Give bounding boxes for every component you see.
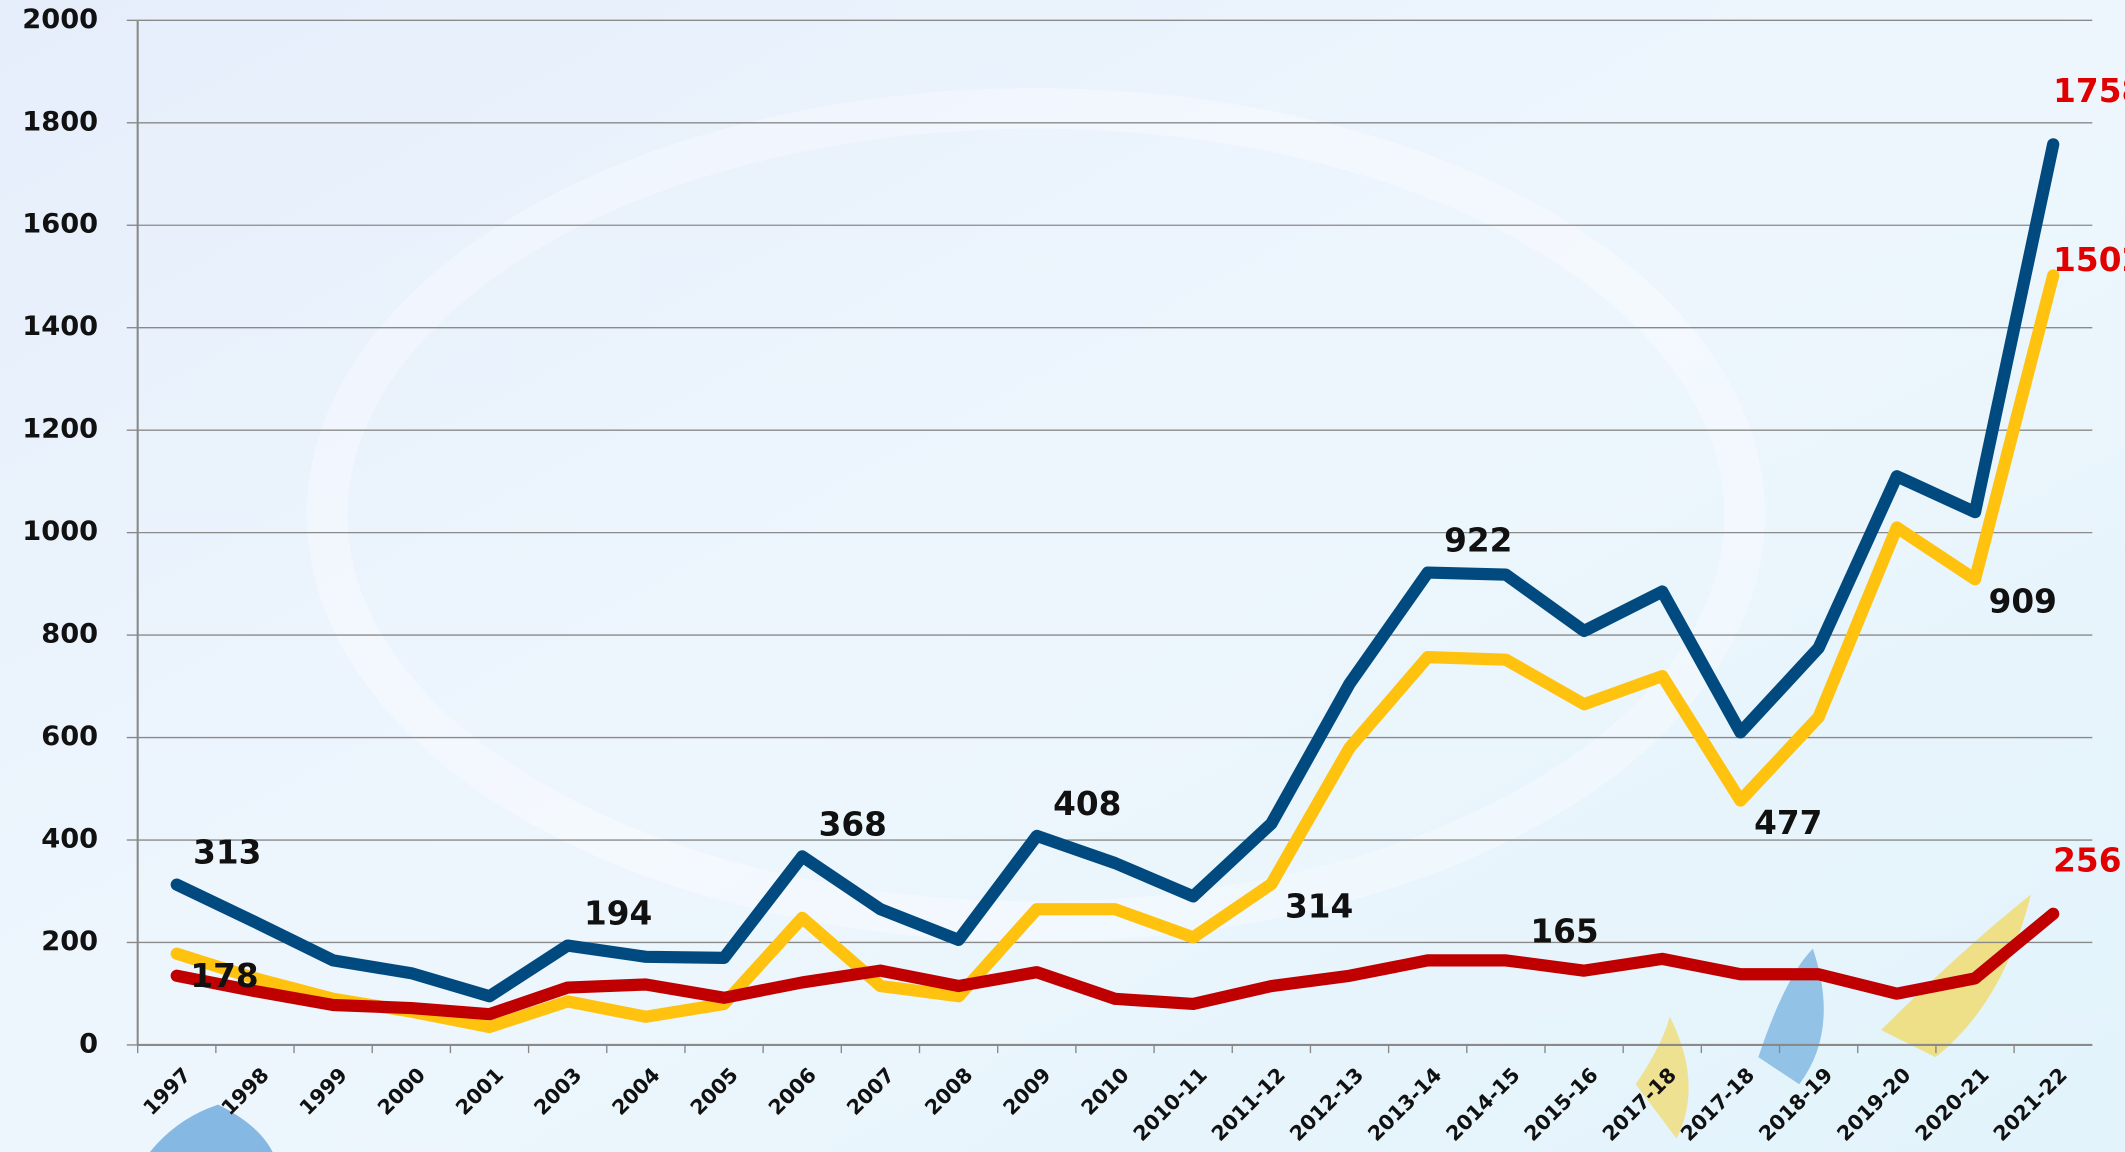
y-tick-label: 400 <box>41 824 98 855</box>
value-label: 368 <box>819 806 887 844</box>
value-label: 922 <box>1444 522 1512 560</box>
series-line <box>170 269 2060 1034</box>
value-label: 314 <box>1285 888 1353 926</box>
value-label: 165 <box>1530 912 1598 950</box>
value-label: 178 <box>190 957 258 995</box>
y-tick-label: 1400 <box>22 311 98 342</box>
y-tick-label: 800 <box>41 619 98 650</box>
y-tick-label: 1200 <box>22 414 98 445</box>
value-label: 1502 <box>2053 241 2125 279</box>
y-tick-label: 600 <box>41 721 98 752</box>
decor-petal <box>1758 948 1824 1085</box>
decor-petal <box>1635 1016 1689 1139</box>
y-tick-label: 0 <box>79 1028 98 1059</box>
decor-logo <box>149 1104 273 1152</box>
value-label: 313 <box>193 834 261 872</box>
y-tick-label: 1000 <box>22 516 98 547</box>
decor-petal <box>1881 894 2031 1058</box>
series-line <box>170 138 2060 1003</box>
value-label: 256 <box>2053 841 2121 879</box>
value-label: 909 <box>1989 583 2057 621</box>
value-label: 1758 <box>2053 72 2125 110</box>
value-label: 194 <box>584 895 652 933</box>
value-label: 408 <box>1053 785 1121 823</box>
y-tick-label: 2000 <box>22 4 98 35</box>
y-tick-label: 1800 <box>22 106 98 137</box>
decor-swirl <box>306 88 1766 942</box>
y-tick-label: 1600 <box>22 209 98 240</box>
series-line <box>170 907 2060 1021</box>
y-tick-label: 200 <box>41 926 98 957</box>
value-label: 477 <box>1754 804 1822 842</box>
